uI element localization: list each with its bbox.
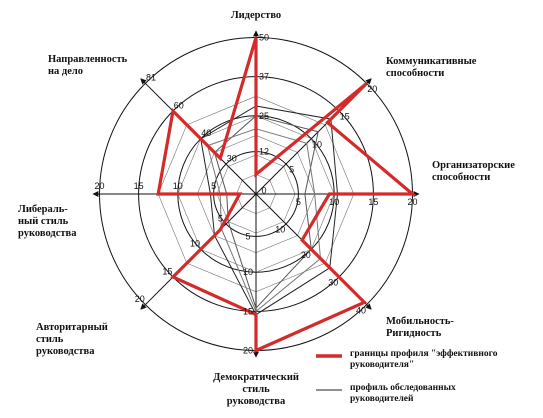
axis-label-5: Демократический стиль руководства: [213, 372, 299, 407]
tick-label: 20: [367, 84, 377, 94]
radar-series: [156, 37, 417, 353]
axis-label-line: Организаторские: [432, 160, 515, 171]
tick-label: 30: [328, 278, 338, 288]
tick-label: 10: [243, 267, 253, 277]
tick-label: 40: [201, 128, 211, 138]
axis-label-6: Авторитарный стиль руководства: [36, 322, 108, 357]
tick-label: 10: [275, 225, 285, 235]
tick-label: 0: [261, 186, 266, 196]
axis-label-line: руководства: [227, 396, 286, 407]
tick-label: 25: [259, 111, 269, 121]
tick-label: 5: [245, 231, 250, 241]
axis-label-line: Ригидность: [386, 328, 442, 339]
tick-label: 15: [368, 197, 378, 207]
axis-label-2: Коммуникативные способности: [386, 56, 477, 79]
tick-label: 81: [146, 73, 156, 83]
tick-label: 15: [134, 181, 144, 191]
legend-label-2: профиль обследованных руководителей: [350, 382, 456, 404]
axis-label-4: Мобильность-Ригидность: [386, 316, 454, 339]
axis-label-line: стиль: [242, 384, 270, 395]
axis-label-line: стиль: [36, 334, 64, 345]
axis-label-line: способности: [432, 172, 490, 183]
tick-label: 10: [173, 181, 183, 191]
axis-label-line: ный стиль: [18, 216, 69, 227]
axis-label-line: Коммуникативные: [386, 56, 477, 67]
legend-label-line: руководителя": [350, 360, 414, 370]
tick-label: 15: [162, 266, 172, 276]
axis-label-line: Направленность: [48, 54, 128, 65]
tick-label: 50: [259, 33, 269, 43]
series-line-1: [156, 37, 417, 353]
legend-label-1: границы профиля "эффективного руководител…: [350, 348, 498, 370]
axis-label-line: Мобильность-: [386, 316, 454, 327]
axis-label-1: Лидерство: [231, 10, 281, 21]
axis-label-line: способности: [386, 68, 444, 79]
tick-label: 10: [329, 197, 339, 207]
tick-label: 5: [289, 165, 294, 175]
axis-label-line: руководства: [36, 346, 95, 357]
axis-label-3: Организаторские способности: [432, 160, 515, 183]
axis-label-line: Лидерство: [231, 10, 281, 21]
tick-label: 37: [259, 72, 269, 82]
tick-label: 5: [296, 197, 301, 207]
legend: границы профиля "эффективного руководител…: [316, 348, 498, 404]
tick-labels: 50 37 25 12 0 20 15 10 5 20 15 10 5 40 30 20 10 20 15 10 5 20…: [94, 33, 417, 356]
tick-label: 60: [174, 100, 184, 110]
tick-label: 5: [218, 213, 223, 223]
tick-label: 20: [94, 181, 104, 191]
tick-label: 10: [312, 139, 322, 149]
tick-label: 15: [243, 306, 253, 316]
axis-label-line: Либераль-: [18, 204, 68, 215]
legend-label-line: границы профиля "эффективного: [350, 348, 498, 359]
tick-label: 20: [243, 346, 253, 356]
tick-label: 15: [340, 112, 350, 122]
tick-label: 20: [407, 197, 417, 207]
tick-label: 30: [227, 153, 237, 163]
series-line-4: [207, 128, 322, 313]
axis-label-line: Демократический: [213, 372, 299, 383]
tick-label: 10: [190, 239, 200, 249]
axis-label-line: на дело: [48, 66, 83, 77]
axis-label-line: руководства: [18, 228, 77, 239]
tick-label: 5: [211, 181, 216, 191]
axis-label-line: Авторитарный: [36, 322, 108, 333]
tick-label: 20: [135, 294, 145, 304]
tick-label: 20: [301, 250, 311, 260]
legend-label-line: руководителей: [350, 393, 414, 404]
axis-label-8: Направленность на дело: [48, 54, 128, 77]
tick-label: 12: [259, 147, 269, 157]
legend-label-line: профиль обследованных: [350, 382, 456, 393]
tick-label: 40: [356, 305, 366, 315]
axis-label-7: Либераль-ный стиль руководства: [18, 204, 77, 239]
series-line-3: [213, 115, 319, 310]
